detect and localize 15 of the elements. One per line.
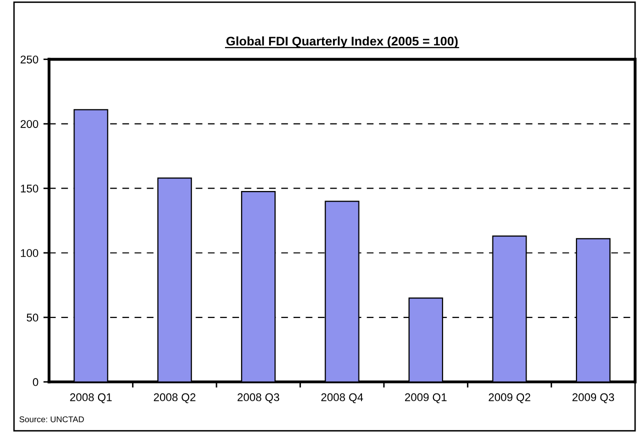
x-tick-label: 2008 Q1 (70, 393, 112, 404)
x-tick-label: 2009 Q2 (488, 393, 530, 404)
x-tick-label: 2009 Q1 (405, 393, 447, 404)
x-tick-label: 2008 Q4 (321, 393, 364, 404)
y-tick-label: 250 (20, 56, 38, 64)
x-tick-label: 2008 Q2 (154, 393, 196, 404)
chart-title: Global FDI Quarterly Index (2005 = 100) (226, 36, 458, 48)
x-tick-label: 2008 Q3 (238, 393, 280, 404)
x-tick-label: 2009 Q3 (572, 393, 614, 404)
y-tick-label: 0 (32, 378, 38, 386)
y-tick-label: 200 (20, 120, 38, 128)
y-tick-label: 150 (20, 184, 38, 192)
y-tick-label: 100 (20, 249, 38, 258)
source-note: Source: UNCTAD (19, 416, 84, 422)
y-tick-label: 50 (26, 314, 38, 322)
